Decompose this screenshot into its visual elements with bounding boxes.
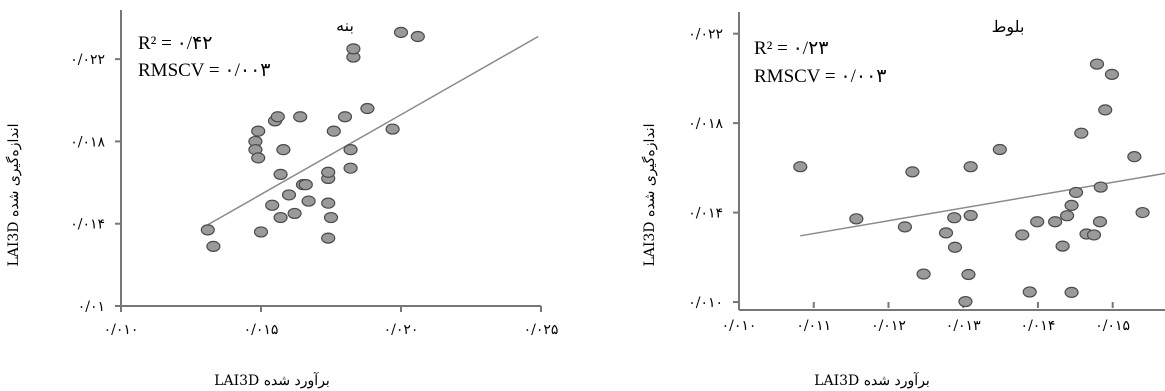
- x-tick-label: ۰/۰۱۳: [946, 318, 981, 334]
- data-point: [270, 111, 285, 123]
- y-tick-label: ۰/۰۱۸: [70, 134, 105, 150]
- data-point: [1135, 206, 1150, 219]
- data-point: [947, 241, 963, 253]
- data-point: [281, 189, 297, 201]
- data-point: [385, 123, 400, 135]
- x-tick-label: ۰/۰۱۰: [722, 318, 757, 334]
- data-point: [200, 224, 215, 236]
- data-point: [321, 232, 336, 244]
- data-point: [897, 221, 913, 233]
- data-point: [287, 207, 302, 220]
- data-point: [1059, 210, 1075, 222]
- data-point: [793, 161, 808, 173]
- data-point: [276, 144, 291, 156]
- data-point: [938, 227, 954, 239]
- y-tick-label: ۰/۰۱: [78, 299, 105, 315]
- x-tick-label: ۰/۰۱۴: [1021, 318, 1056, 334]
- data-point: [849, 213, 864, 225]
- data-point: [323, 211, 339, 224]
- data-point: [206, 240, 221, 252]
- data-point: [1022, 286, 1037, 298]
- data-point: [251, 125, 266, 137]
- x-tick-label: ۰/۰۱۱: [796, 318, 831, 334]
- data-point: [410, 30, 425, 43]
- data-point: [1089, 58, 1105, 70]
- x-axis-label: LAI3D برآورد شده: [214, 371, 330, 389]
- y-tick-label: ۰/۰۱۴: [70, 217, 105, 233]
- r-squared-annotation: R² = ۰/۲۳: [754, 38, 828, 59]
- data-point: [992, 143, 1007, 156]
- data-point: [346, 43, 361, 55]
- y-tick-label: ۰/۰۱۰: [688, 295, 723, 311]
- data-point: [321, 197, 336, 209]
- data-point: [905, 166, 920, 178]
- data-point: [337, 111, 353, 123]
- trend-line: [800, 172, 1165, 237]
- chart-baloot: بلوط R² = ۰/۲۳ RMSCV = ۰/۰۰۳ ۰/۰۱۰ ۰/۰۱۴ ۰…: [641, 12, 1165, 389]
- data-point: [961, 268, 976, 281]
- data-point: [958, 295, 973, 308]
- data-point: [326, 125, 341, 137]
- data-point: [393, 26, 409, 39]
- data-point: [273, 168, 288, 180]
- rmscv-annotation: RMSCV = ۰/۰۰۳: [138, 60, 271, 81]
- r-squared-annotation: R² = ۰/۴۲: [138, 33, 212, 54]
- x-tick-label: ۰/۰۲۰: [384, 322, 419, 338]
- data-point: [265, 199, 280, 211]
- y-tick-label: ۰/۰۱۸: [688, 116, 723, 132]
- data-point: [1093, 181, 1108, 193]
- trend-line: [207, 35, 539, 226]
- chart-title: بلوط: [992, 17, 1025, 36]
- x-tick-label: ۰/۰۱۲: [871, 318, 906, 334]
- data-point: [916, 268, 931, 280]
- x-tick-label: ۰/۰۱۵: [244, 322, 279, 338]
- data-point: [1064, 199, 1079, 211]
- data-point: [343, 162, 358, 174]
- data-point: [947, 212, 962, 224]
- chart-bene: بنه R² = ۰/۴۲ RMSCV = ۰/۰۰۳ ۰/۰۱ ۰/۰۱۴ ۰/۰…: [5, 10, 559, 389]
- data-point: [251, 152, 266, 164]
- y-tick-label: ۰/۰۱۴: [688, 206, 723, 222]
- data-point: [1127, 151, 1142, 163]
- data-point: [293, 111, 308, 123]
- data-point: [1064, 286, 1079, 298]
- data-point: [1015, 229, 1030, 241]
- chart-title: بنه: [336, 16, 354, 35]
- y-axis-label: LAI3D اندازه‌گیری شده: [641, 123, 658, 266]
- x-tick-label: ۰/۰۲۵: [524, 322, 559, 338]
- data-point: [1048, 216, 1063, 228]
- rmscv-annotation: RMSCV = ۰/۰۰۳: [754, 66, 887, 87]
- data-point: [1030, 216, 1045, 228]
- data-point: [1068, 186, 1084, 199]
- data-point: [298, 179, 313, 191]
- data-point: [963, 209, 978, 222]
- x-tick-label: ۰/۰۱۰: [104, 322, 139, 338]
- data-point: [1086, 229, 1102, 241]
- data-point: [1104, 68, 1120, 80]
- y-tick-label: ۰/۰۲۲: [70, 52, 105, 68]
- data-point: [301, 195, 316, 207]
- data-point: [321, 166, 336, 178]
- y-tick-label: ۰/۰۲۲: [688, 27, 723, 43]
- data-point: [273, 211, 288, 224]
- data-point: [1098, 104, 1113, 116]
- data-point: [1092, 216, 1108, 228]
- data-point: [343, 144, 358, 156]
- x-axis-label: LAI3D برآورد شده: [814, 371, 930, 389]
- y-axis-label: LAI3D اندازه‌گیری شده: [5, 123, 22, 266]
- data-point: [1055, 240, 1070, 252]
- data-point: [253, 226, 269, 238]
- x-tick-label: ۰/۰۱۵: [1095, 318, 1130, 334]
- data-point: [1074, 127, 1089, 139]
- data-point: [360, 102, 375, 115]
- data-point: [963, 161, 978, 173]
